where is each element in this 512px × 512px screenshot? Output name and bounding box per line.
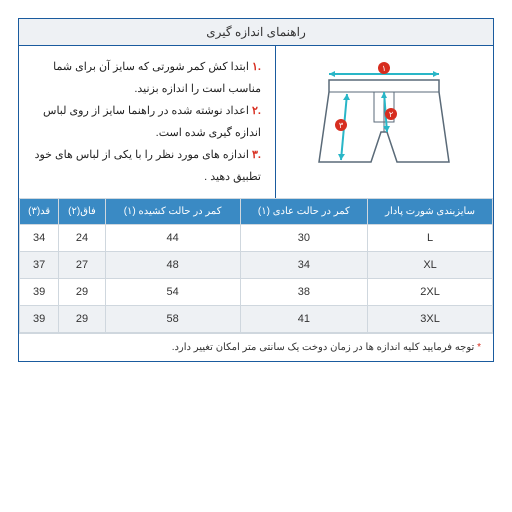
- table-row: XL 34 48 27 37: [20, 252, 493, 279]
- col-header: کمر در حالت عادی (۱): [240, 199, 368, 225]
- cell: L: [368, 225, 493, 252]
- col-header: کمر در حالت کشیده (۱): [105, 199, 240, 225]
- cell: 48: [105, 252, 240, 279]
- cell: 39: [20, 279, 59, 306]
- instruction-text: اندازه های مورد نظر را با یکی از لباس ها…: [35, 149, 261, 183]
- instruction-text: اعداد نوشته شده در راهنما سایز از روی لب…: [43, 105, 261, 139]
- cell: 27: [59, 252, 105, 279]
- instruction-line: .۱ ابتدا کش کمر شورتی که سایز آن برای شم…: [33, 56, 261, 100]
- cell: 41: [240, 306, 368, 333]
- cell: 29: [59, 306, 105, 333]
- cell: 38: [240, 279, 368, 306]
- cell: 3XL: [368, 306, 493, 333]
- instruction-text: ابتدا کش کمر شورتی که سایز آن برای شما م…: [53, 61, 261, 95]
- svg-text:۳: ۳: [339, 121, 344, 130]
- cell: 34: [240, 252, 368, 279]
- svg-text:۲: ۲: [389, 110, 393, 119]
- title-bar: راهنمای اندازه گیری: [19, 19, 493, 46]
- col-header: سایزبندی شورت پادار: [368, 199, 493, 225]
- table-row: 3XL 41 58 29 39: [20, 306, 493, 333]
- size-table: سایزبندی شورت پادار کمر در حالت عادی (۱)…: [19, 198, 493, 333]
- table-row: L 30 44 24 34: [20, 225, 493, 252]
- cell: 29: [59, 279, 105, 306]
- footnote-star: *: [477, 342, 481, 353]
- footnote: * توجه فرمایید کلیه اندازه ها در زمان دو…: [19, 333, 493, 361]
- cell: 58: [105, 306, 240, 333]
- cell: XL: [368, 252, 493, 279]
- cell: 39: [20, 306, 59, 333]
- svg-text:۱: ۱: [382, 64, 386, 73]
- instruction-num: .۳: [252, 149, 261, 161]
- size-guide-frame: راهنمای اندازه گیری: [18, 18, 494, 362]
- footnote-text: توجه فرمایید کلیه اندازه ها در زمان دوخت…: [172, 342, 475, 353]
- table-row: 2XL 38 54 29 39: [20, 279, 493, 306]
- instruction-line: .۲ اعداد نوشته شده در راهنما سایز از روی…: [33, 100, 261, 144]
- instructions-box: .۱ ابتدا کش کمر شورتی که سایز آن برای شم…: [19, 46, 275, 198]
- col-header: فاق(۲): [59, 199, 105, 225]
- upper-panel: ۱ ۲ ۳ .۱ ابتدا کش کمر شورتی که سایز آن ب…: [19, 46, 493, 198]
- title-text: راهنمای اندازه گیری: [206, 25, 305, 39]
- shorts-diagram-icon: ۱ ۲ ۳: [299, 62, 469, 182]
- cell: 24: [59, 225, 105, 252]
- cell: 30: [240, 225, 368, 252]
- instruction-num: .۲: [252, 105, 261, 117]
- instruction-num: .۱: [252, 61, 261, 73]
- cell: 34: [20, 225, 59, 252]
- diagram-box: ۱ ۲ ۳: [275, 46, 493, 198]
- cell: 54: [105, 279, 240, 306]
- cell: 44: [105, 225, 240, 252]
- cell: 2XL: [368, 279, 493, 306]
- cell: 37: [20, 252, 59, 279]
- instruction-line: .۳ اندازه های مورد نظر را با یکی از لباس…: [33, 144, 261, 188]
- col-header: قد(۳): [20, 199, 59, 225]
